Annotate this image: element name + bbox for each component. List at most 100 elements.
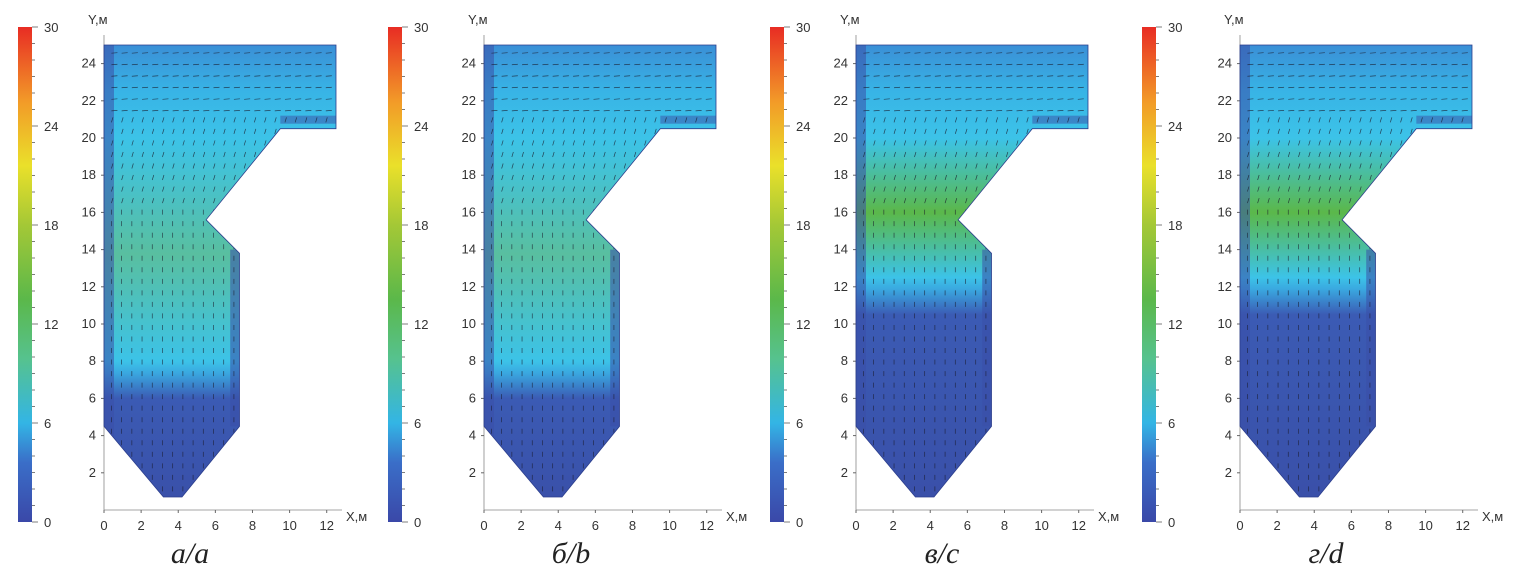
velocity-vector bbox=[1328, 151, 1331, 158]
velocity-vector bbox=[325, 151, 328, 158]
velocity-vector bbox=[295, 109, 302, 112]
velocity-vector bbox=[572, 128, 575, 135]
velocity-vector bbox=[664, 140, 667, 146]
velocity-vector bbox=[162, 75, 169, 77]
velocity-vector bbox=[542, 86, 549, 89]
velocity-vector bbox=[522, 109, 529, 112]
velocity-vector bbox=[883, 174, 886, 181]
velocity-vector bbox=[1036, 140, 1039, 146]
velocity-vector bbox=[1349, 186, 1352, 192]
colorbar-tick-label: 12 bbox=[414, 317, 428, 332]
velocity-vector bbox=[1339, 63, 1346, 66]
colorbar-tick-label: 0 bbox=[44, 515, 51, 530]
velocity-vector bbox=[1288, 109, 1295, 112]
velocity-vector bbox=[1026, 63, 1033, 66]
velocity-vector bbox=[233, 98, 240, 100]
velocity-vector bbox=[172, 117, 175, 123]
velocity-vector bbox=[965, 128, 968, 135]
velocity-vector bbox=[1379, 128, 1382, 135]
velocity-vector bbox=[873, 109, 880, 112]
velocity-vector bbox=[274, 174, 277, 181]
velocity-vector bbox=[1379, 197, 1382, 204]
velocity-vector bbox=[1430, 151, 1434, 158]
velocity-vector bbox=[965, 197, 968, 204]
velocity-vector bbox=[1329, 52, 1336, 54]
velocity-vector bbox=[985, 140, 988, 146]
velocity-vector bbox=[294, 186, 298, 192]
velocity-vector bbox=[975, 75, 982, 77]
velocity-vector bbox=[1461, 86, 1468, 89]
velocity-vector bbox=[1036, 186, 1039, 192]
velocity-vector bbox=[305, 197, 308, 204]
velocity-vector bbox=[1390, 117, 1393, 123]
velocity-vector bbox=[1390, 109, 1397, 112]
y-tick-label: 6 bbox=[89, 390, 96, 405]
velocity-vector bbox=[582, 186, 586, 192]
velocity-vector bbox=[213, 109, 220, 112]
velocity-vector bbox=[325, 109, 332, 112]
velocity-vector bbox=[863, 174, 866, 181]
velocity-vector bbox=[131, 163, 134, 169]
velocity-vector bbox=[1278, 75, 1285, 77]
y-tick-label: 22 bbox=[82, 93, 96, 108]
velocity-vector bbox=[985, 151, 988, 158]
velocity-vector bbox=[511, 52, 518, 54]
velocity-vector bbox=[965, 75, 972, 77]
velocity-vector bbox=[1298, 117, 1301, 123]
velocity-vector bbox=[522, 86, 529, 89]
velocity-vector bbox=[1287, 128, 1291, 135]
y-tick-label: 22 bbox=[834, 93, 848, 108]
velocity-vector bbox=[1298, 98, 1305, 100]
velocity-vector bbox=[491, 109, 498, 112]
velocity-vector bbox=[1338, 186, 1342, 192]
velocity-vector bbox=[934, 86, 941, 89]
velocity-vector bbox=[593, 163, 596, 169]
velocity-vector bbox=[1016, 128, 1019, 135]
velocity-vector bbox=[1430, 163, 1434, 169]
velocity-vector bbox=[1420, 186, 1423, 192]
velocity-vector bbox=[202, 117, 206, 123]
velocity-vector bbox=[1077, 163, 1080, 169]
velocity-vector bbox=[315, 151, 318, 158]
velocity-vector bbox=[182, 117, 185, 123]
velocity-vector bbox=[1057, 98, 1064, 100]
velocity-vector bbox=[1369, 98, 1376, 100]
velocity-vector bbox=[1077, 151, 1080, 158]
velocity-field bbox=[484, 45, 716, 497]
velocity-vector bbox=[511, 151, 514, 158]
velocity-vector bbox=[491, 140, 494, 146]
velocity-vector bbox=[531, 128, 535, 135]
velocity-vector bbox=[924, 174, 927, 181]
velocity-vector bbox=[1410, 140, 1413, 146]
velocity-vector bbox=[1359, 86, 1366, 89]
velocity-vector bbox=[1349, 117, 1352, 123]
x-axis-label: X,м bbox=[1482, 509, 1503, 524]
velocity-vector bbox=[613, 63, 620, 66]
velocity-vector bbox=[213, 63, 220, 66]
velocity-vector bbox=[284, 117, 287, 123]
colorbar-tick-label: 30 bbox=[796, 20, 810, 35]
velocity-vector bbox=[883, 140, 886, 146]
velocity-vector bbox=[244, 109, 251, 112]
velocity-vector bbox=[573, 75, 580, 77]
velocity-vector bbox=[903, 197, 907, 204]
velocity-vector bbox=[1461, 98, 1468, 100]
velocity-vector bbox=[1430, 197, 1434, 204]
velocity-vector bbox=[315, 63, 322, 66]
velocity-vector bbox=[1359, 63, 1366, 66]
velocity-vector bbox=[1288, 75, 1295, 77]
velocity-vector bbox=[264, 128, 267, 135]
velocity-vector bbox=[582, 163, 586, 169]
velocity-vector bbox=[705, 163, 708, 169]
velocity-vector bbox=[1359, 117, 1362, 123]
velocity-vector bbox=[511, 163, 514, 169]
velocity-vector bbox=[1247, 140, 1250, 146]
velocity-vector bbox=[315, 163, 318, 169]
velocity-vector bbox=[924, 128, 927, 135]
velocity-vector bbox=[1247, 117, 1250, 123]
velocity-vector bbox=[623, 186, 626, 192]
velocity-vector bbox=[1400, 186, 1403, 192]
velocity-vector bbox=[934, 117, 937, 123]
velocity-vector bbox=[593, 63, 600, 66]
